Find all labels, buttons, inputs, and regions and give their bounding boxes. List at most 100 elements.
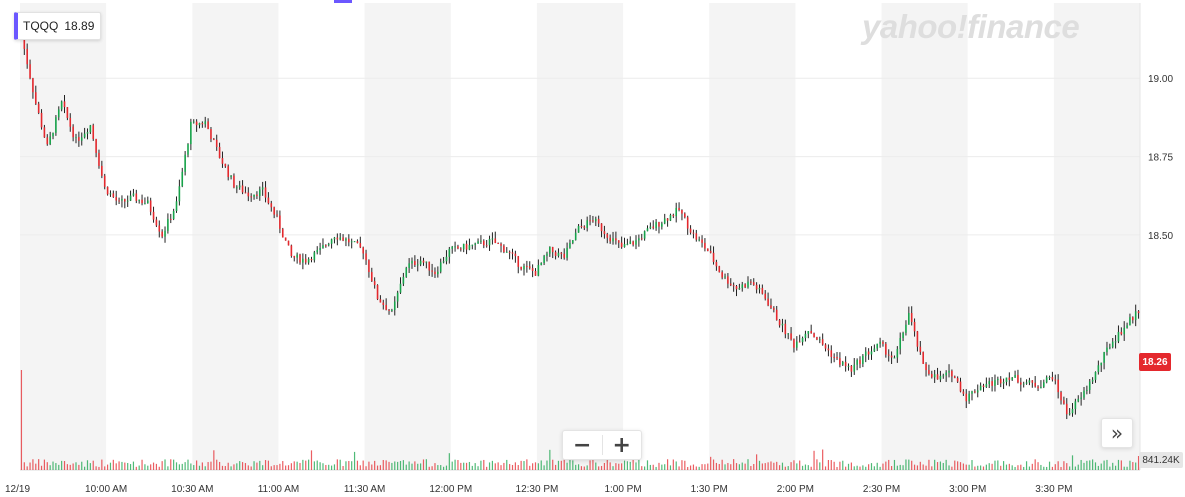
candle-body (115, 197, 118, 201)
volume-bar (201, 462, 203, 470)
volume-bar (563, 459, 565, 470)
candle-body (330, 239, 333, 244)
volume-bar (465, 462, 468, 470)
candle-body (213, 139, 215, 141)
volume-bar (1025, 461, 1028, 470)
candle-body (678, 207, 680, 211)
volume-bar (1106, 459, 1108, 470)
volume-bar (1054, 464, 1056, 470)
volume-bar (974, 466, 976, 470)
candle-body (224, 163, 227, 167)
volume-bar (540, 460, 542, 470)
candle-body (273, 207, 275, 215)
volume-bar (345, 461, 347, 470)
volume-bar (977, 465, 979, 470)
volume-bar (1069, 466, 1071, 470)
volume-bar (902, 465, 904, 470)
volume-bar (1060, 466, 1062, 470)
volume-bar (988, 463, 990, 470)
volume-bar (132, 461, 135, 470)
candle-body (339, 237, 342, 240)
volume-bar (198, 465, 201, 470)
candle-body (577, 225, 580, 233)
volume-bar (402, 460, 404, 470)
candle-body (66, 107, 69, 118)
volume-bar (991, 463, 993, 470)
candle-body (1097, 365, 1100, 372)
candle-body (365, 253, 367, 261)
volume-bar (20, 370, 23, 470)
candle-body (976, 390, 979, 393)
volume-bar (885, 461, 887, 470)
candle-body (178, 186, 181, 202)
volume-bar (523, 461, 525, 470)
candle-body (43, 127, 46, 138)
volume-bar (675, 461, 677, 470)
volume-bar (336, 459, 338, 470)
candle-body (138, 199, 140, 201)
candle-body (675, 207, 678, 217)
candle-body (689, 228, 692, 233)
candle-body (824, 344, 827, 349)
volume-bar (1017, 465, 1019, 470)
zoom-out-button[interactable]: − (573, 432, 592, 458)
volume-bar (1129, 460, 1131, 470)
candle-body (526, 265, 528, 267)
yahoo-finance-logo: yahoo!finance (862, 8, 1080, 45)
volume-bar (899, 464, 901, 470)
volume-bar (118, 461, 120, 470)
volume-bar (196, 460, 198, 470)
candle-body (899, 338, 902, 350)
candle-body (523, 265, 525, 270)
volume-bar (655, 466, 657, 470)
candle-body (462, 243, 465, 250)
candle-body (460, 248, 462, 250)
pan-right-button[interactable]: » (1101, 418, 1133, 448)
candle-body (218, 146, 221, 159)
candle-body (775, 309, 778, 321)
candle-body (862, 355, 864, 364)
candle-body (322, 245, 324, 248)
candle-body (287, 240, 290, 246)
candle-body (241, 185, 244, 193)
candle-body (905, 324, 907, 333)
volume-bar (644, 466, 646, 470)
volume-bar (810, 466, 812, 470)
candle-body (482, 240, 485, 246)
candle-body (34, 92, 37, 104)
candle-body (230, 175, 232, 177)
candle-body (103, 175, 106, 187)
volume-bar (460, 462, 462, 470)
volume-bar (816, 459, 818, 470)
volume-bar (652, 464, 654, 470)
candle-body (962, 391, 965, 394)
candle-body (896, 349, 899, 358)
ticker-label[interactable]: TQQQ 18.89 (14, 12, 102, 40)
x-tick-label: 11:00 AM (258, 484, 300, 495)
candle-body (244, 192, 247, 194)
candle-body (293, 256, 296, 258)
volume-bar (1034, 459, 1036, 470)
candle-body (26, 48, 28, 65)
candle-body (1051, 377, 1054, 380)
candle-body (603, 231, 606, 235)
candle-body (350, 241, 353, 243)
candle-body (784, 323, 787, 335)
volume-bar (710, 456, 712, 470)
volume-bar (1112, 462, 1114, 470)
volume-bar (411, 463, 413, 470)
zoom-in-button[interactable]: + (612, 432, 631, 458)
candle-body (787, 333, 790, 335)
candle-body (296, 254, 298, 258)
volume-bar (359, 465, 361, 470)
volume-bar (526, 459, 528, 470)
volume-bar (695, 466, 697, 470)
volume-bar (1040, 464, 1042, 470)
candle-body (580, 225, 583, 227)
candle-body (279, 215, 281, 229)
y-tick-label: 18.75 (1148, 153, 1173, 164)
candle-body (712, 252, 715, 262)
volume-bar (1086, 460, 1088, 470)
volume-bar (224, 466, 226, 470)
